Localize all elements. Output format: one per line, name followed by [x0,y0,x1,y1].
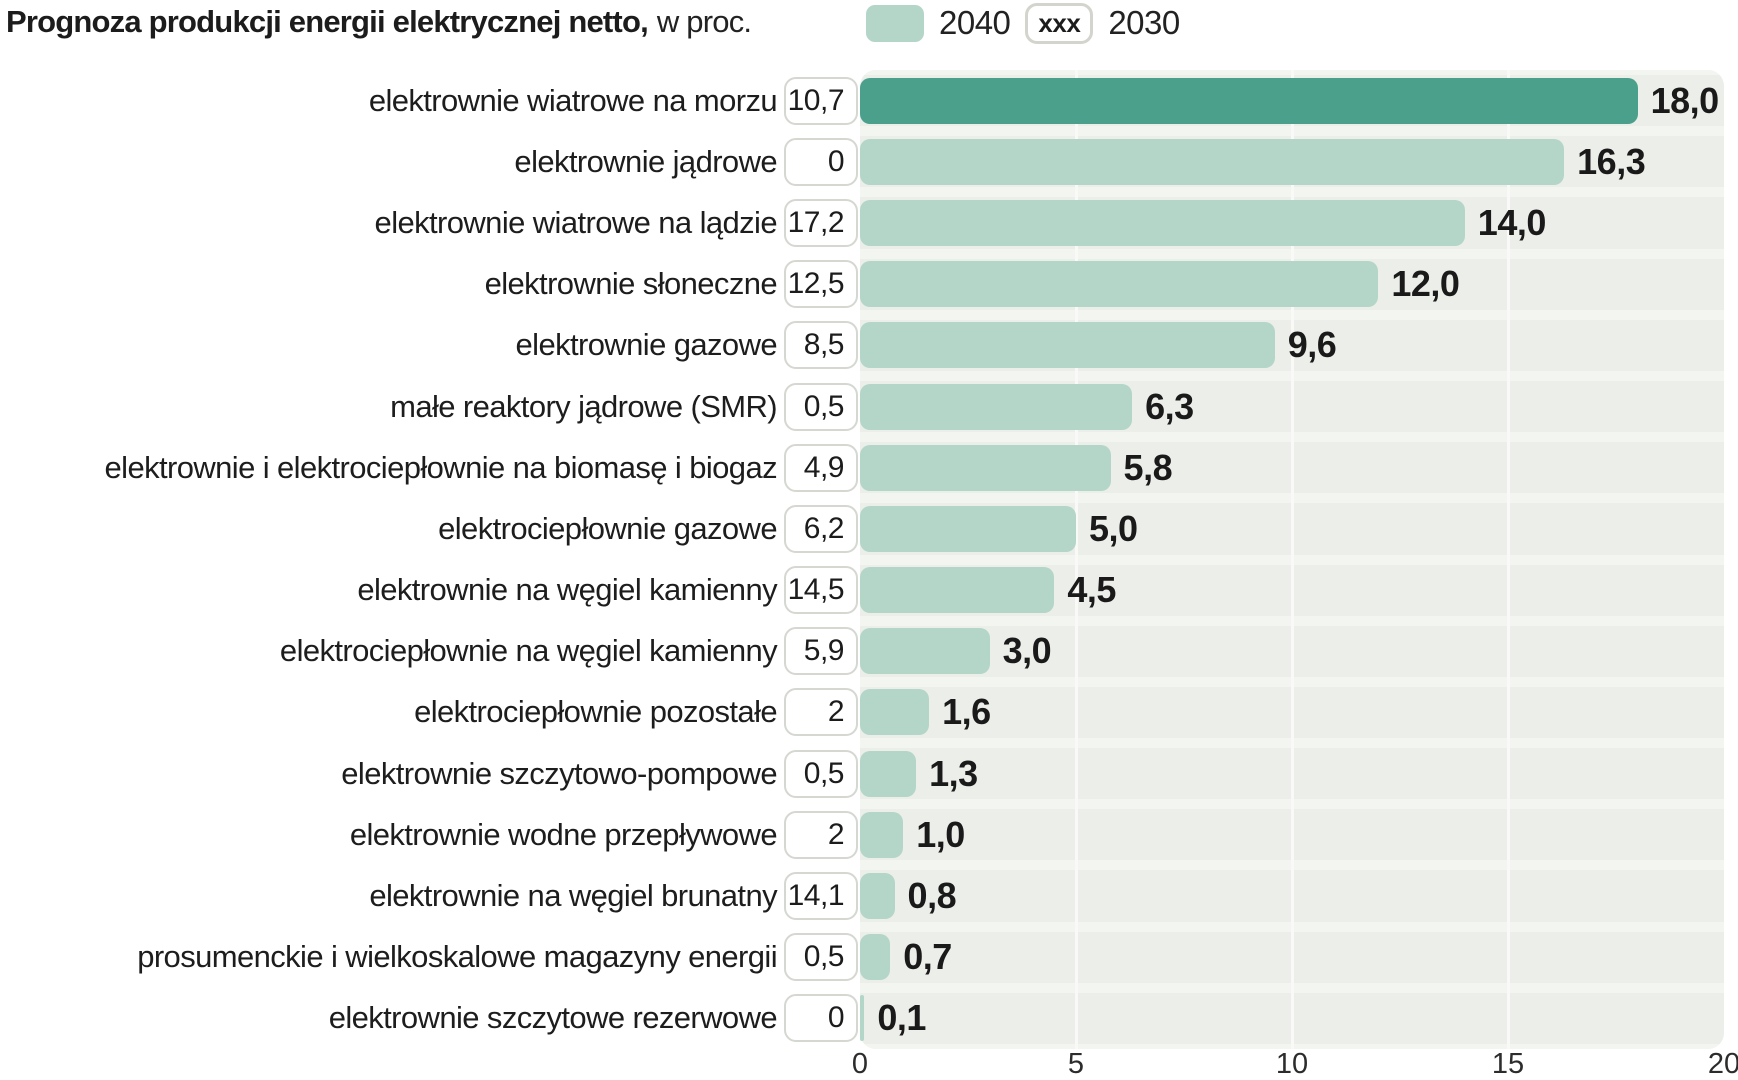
bar-value-label: 0,1 [877,997,926,1039]
bar-value-label: 12,0 [1391,263,1460,305]
bar-2040[interactable] [860,199,1465,246]
gridline [1290,70,1294,1049]
bar-2040[interactable] [860,750,917,797]
bar-2040[interactable] [860,567,1055,614]
value-box-2030: 0,5 [784,933,858,982]
chart-row: elektrociepłownie gazowe 6,2 5,0 [0,498,1738,559]
value-box-2030: 0 [784,994,858,1043]
bar-2040[interactable] [860,383,1133,430]
bar-value-label: 16,3 [1577,140,1646,182]
legend: 2040 xxx 2030 [866,0,1180,46]
chart-row: elektrownie szczytowo-pompowe 0,5 1,3 [0,743,1738,804]
chart-header: Prognoza produkcji energii elektrycznej … [6,4,752,40]
legend-label-2030: 2030 [1108,4,1180,41]
value-box-2030: 0,5 [784,749,858,798]
category-label: elektrownie i elektrociepłownie na bioma… [104,449,778,485]
value-box-2030: 8,5 [784,321,858,370]
chart-row: elektrownie szczytowe rezerwowe 0 0,1 [0,988,1738,1049]
bar-2040[interactable] [860,995,865,1042]
value-box-2030: 14,5 [784,566,858,615]
x-axis-tick-label: 10 [1275,1048,1309,1080]
value-box-2030: 14,1 [784,872,858,921]
legend-box-2030: xxx [1025,2,1094,44]
value-box-2030: 2 [784,688,858,737]
category-label: prosumenckie i wielkoskalowe magazyny en… [137,939,777,975]
chart-row: elektrownie i elektrociepłownie na bioma… [0,437,1738,498]
bar-value-label: 1,3 [929,752,978,794]
bar-2040[interactable] [860,77,1638,124]
category-label: elektrociepłownie gazowe [438,510,777,546]
bar-value-label: 5,0 [1089,507,1138,549]
bar-2040[interactable] [860,322,1275,369]
category-label: elektrownie słoneczne [484,266,778,302]
legend-label-2040: 2040 [939,4,1011,41]
chart-row: elektrownie jądrowe 0 16,3 [0,131,1738,192]
bar-value-label: 6,3 [1145,385,1194,427]
bar-value-label: 5,8 [1123,446,1173,488]
chart-row: elektrownie wiatrowe na morzu 10,7 18,0 [0,70,1738,131]
chart-row: elektrownie wodne przepływowe 2 1,0 [0,804,1738,865]
category-label: elektrownie szczytowo-pompowe [341,755,777,791]
category-label: elektrownie na węgiel brunatny [369,878,777,914]
gridline [1506,70,1510,1049]
value-box-2030: 10,7 [784,76,858,125]
category-label: elektrownie wiatrowe na lądzie [374,204,778,240]
category-label: elektrociepłownie pozostałe [414,694,778,730]
bar-2040[interactable] [860,873,895,920]
value-box-2030: 6,2 [784,504,858,553]
gridline [1074,70,1078,1049]
value-box-2030: 2 [784,810,858,859]
bar-value-label: 1,6 [942,691,991,733]
legend-swatch-2040 [866,4,924,42]
bar-2040[interactable] [860,811,904,858]
category-label: elektrownie gazowe [515,327,778,363]
value-box-2030: 12,5 [784,260,858,309]
category-label: elektrownie szczytowe rezerwowe [328,1000,778,1036]
chart-row: małe reaktory jądrowe (SMR) 0,5 6,3 [0,376,1738,437]
value-box-2030: 5,9 [784,627,858,676]
x-axis-tick-label: 15 [1491,1048,1525,1080]
category-label: elektrownie wiatrowe na morzu [368,82,778,118]
chart-row: elektrociepłownie pozostałe 2 1,6 [0,682,1738,743]
category-label: elektrociepłownie na węgiel kamienny [279,633,778,669]
bar-value-label: 1,0 [916,813,965,855]
chart-title-unit: w proc. [656,4,752,39]
chart-row: prosumenckie i wielkoskalowe magazyny en… [0,927,1738,988]
bar-value-label: 9,6 [1287,324,1337,366]
category-label: elektrownie wodne przepływowe [349,816,778,852]
chart-row: elektrownie na węgiel brunatny 14,1 0,8 [0,865,1738,926]
bar-value-label: 14,0 [1477,201,1547,243]
category-label: elektrownie jądrowe [514,143,777,179]
bar-value-label: 0,8 [907,875,957,917]
value-box-2030: 0 [784,137,858,186]
bar-2040[interactable] [860,628,990,675]
bar-value-label: 3,0 [1002,630,1052,672]
chart-row: elektrownie wiatrowe na lądzie 17,2 14,0 [0,192,1738,253]
bar-value-label: 0,7 [903,936,952,978]
bar-value-label: 18,0 [1650,79,1720,121]
bar-value-label: 4,5 [1067,569,1116,611]
x-axis-tick-label: 5 [1067,1048,1085,1080]
bar-2040[interactable] [860,138,1565,185]
x-axis-tick-label: 20 [1707,1048,1738,1080]
value-box-2030: 0,5 [784,382,858,431]
chart-title: Prognoza produkcji energii elektrycznej … [6,4,649,39]
category-label: elektrownie na węgiel kamienny [357,572,777,608]
chart-row: elektrociepłownie na węgiel kamienny 5,9 3… [0,621,1738,682]
chart-row: elektrownie gazowe 8,5 9,6 [0,315,1738,376]
bar-2040[interactable] [860,934,891,981]
x-axis-tick-label: 0 [851,1048,869,1080]
bar-2040[interactable] [860,261,1379,308]
bar-2040[interactable] [860,444,1111,491]
value-box-2030: 17,2 [784,198,858,247]
bar-2040[interactable] [860,505,1076,552]
category-label: małe reaktory jądrowe (SMR) [390,388,778,424]
chart-row: elektrownie słoneczne 12,5 12,0 [0,254,1738,315]
chart-row: elektrownie na węgiel kamienny 14,5 4,5 [0,560,1738,621]
bar-2040[interactable] [860,689,930,736]
value-box-2030: 4,9 [784,443,858,492]
